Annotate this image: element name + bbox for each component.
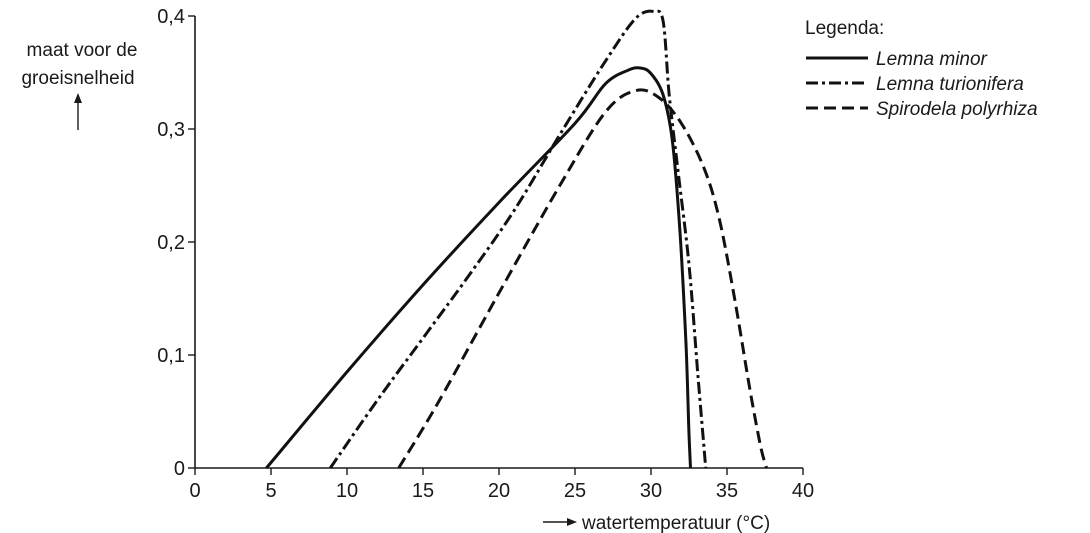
legend-entry-spirodela-polyrhiza: Spirodela polyrhiza <box>876 99 1038 120</box>
y-tick-label: 0,4 <box>157 6 185 28</box>
x-tick-label: 20 <box>488 480 510 502</box>
legend: Legenda: Lemna minor Lemna turionifera Spi… <box>805 18 1038 120</box>
series-lines <box>265 9 768 469</box>
y-tick-label: 0,3 <box>157 119 185 141</box>
x-tick-label: 15 <box>412 480 434 502</box>
x-axis-label: watertemperatuur (°C) <box>581 513 770 533</box>
y-tick-label: 0,1 <box>157 345 185 367</box>
y-tick-label: 0 <box>174 458 185 480</box>
y-tick-label: 0,2 <box>157 232 185 254</box>
y-axis-label-line-2: groeisnelheid <box>21 68 134 89</box>
legend-entry-lemna-minor: Lemna minor <box>876 49 988 70</box>
y-axis-arrow-icon <box>74 93 82 130</box>
x-axis-arrow-icon <box>543 518 577 526</box>
x-tick-label: 40 <box>792 480 814 502</box>
axes <box>194 16 803 469</box>
series-line-spirodela-polyrhiza <box>397 88 768 469</box>
x-tick-label: 0 <box>189 480 200 502</box>
y-axis-label-line-1: maat voor de <box>27 40 138 61</box>
legend-entry-lemna-turionifera: Lemna turionifera <box>876 74 1024 95</box>
series-line-lemna-minor <box>265 66 692 469</box>
x-tick-label: 30 <box>640 480 662 502</box>
y-ticks: 0 0,1 0,2 0,3 0,4 <box>157 6 195 480</box>
series-line-lemna-turionifera <box>329 9 708 469</box>
x-tick-label: 35 <box>716 480 738 502</box>
x-tick-label: 5 <box>265 480 276 502</box>
x-tick-label: 10 <box>336 480 358 502</box>
legend-title: Legenda: <box>805 18 884 39</box>
x-tick-label: 25 <box>564 480 586 502</box>
x-ticks: 0 5 10 15 20 25 30 35 40 <box>189 468 814 502</box>
